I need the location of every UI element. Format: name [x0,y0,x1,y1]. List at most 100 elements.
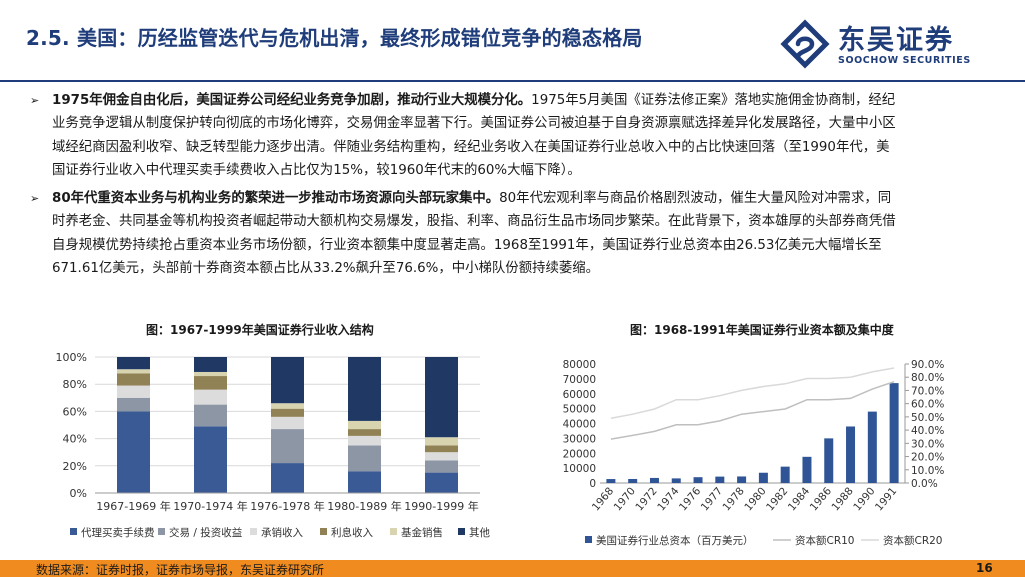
y-tick-label: 60% [63,405,87,418]
bullet-text-line: 80年代宏观利率与商品价格剧烈波动，催生大量风险对冲需求，同 [499,191,892,207]
bar [649,477,659,483]
bar [846,426,856,483]
arrow-right-icon: ➢ [30,192,40,206]
bullet-text-line: 域经纪商因盈利收窄、缺乏转型能力逐步出清。伴随业务结构重构，经纪业务收入在美国证… [52,139,890,155]
y-tick-label: 100% [56,351,87,364]
y-left-tick-label: 80000 [563,359,596,371]
x-tick-label: 1970-1974 年 [173,499,247,513]
bar-segment [194,426,227,493]
y-right-tick-label: 60.0% [911,399,944,411]
bullet-text-line: 时养老金、共同基金等机构投资者崛起带动大额机构交易爆发，股指、利率、商品衍生品市… [52,214,896,230]
title-divider [0,80,1025,82]
bar [693,477,703,483]
y-right-tick-label: 10.0% [911,465,944,477]
x-tick-label: 1967-1969 年 [96,499,170,513]
y-right-tick-label: 70.0% [911,385,944,397]
bullet-lead: 80年代重资本业务与机构业务的繁荣进一步推动市场资源向头部玩家集中。 [52,191,500,207]
bullet-text-line: 自身规模优势持续抢占重资本业务市场份额，行业资本额集中度显著走高。1968至19… [52,237,882,253]
y-right-tick-label: 90.0% [911,359,944,371]
arrow-right-icon: ➢ [30,94,40,107]
legend-label: 美国证券行业总资本（百万美元） [596,534,754,547]
bar-segment [425,460,458,473]
legend-label: 代理买卖手续费 [81,526,155,539]
bar-segment [194,389,227,405]
bar-segment [271,416,304,430]
bar-segment [117,411,150,493]
x-tick-label: 1982 [764,485,790,513]
legend-label: 承销收入 [261,526,303,539]
bullet-text-line: 671.61亿美元，头部前十券商资本额占比从33.2%飙升至76.6%，中小梯队… [52,261,600,277]
bar-segment [271,429,304,464]
bullet-text-line: 国证券行业收入中代理买卖手续费收入占比仅为15%，较1960年代末的60%大幅下… [52,162,581,178]
y-left-tick-label: 40000 [563,419,596,431]
x-tick-label: 1972 [633,485,659,513]
legend-label: 基金销售 [401,526,443,539]
y-left-tick-label: 60000 [563,389,596,401]
bar [780,466,790,483]
series-line [610,380,895,440]
legend-label: 交易 / 投资收益 [169,526,243,539]
left-figure-title: 图：1967-1999年美国证券行业收入结构 [146,323,374,337]
legend-swatch [158,528,165,535]
right-figure-title: 图：1968-1991年美国证券行业资本额及集中度 [630,323,894,337]
x-tick-label: 1978 [721,485,747,513]
bar [867,411,877,483]
bar-segment [348,435,381,446]
x-tick-label: 1991 [873,485,899,513]
bar-segment [425,437,458,446]
legend-swatch [458,528,465,535]
bar-segment [425,472,458,493]
x-tick-label: 1984 [786,485,813,513]
bar-segment [117,357,150,370]
y-tick-label: 80% [63,378,87,391]
bar-segment [194,376,227,390]
bar [737,476,747,483]
bar [715,476,725,483]
x-tick-label: 1977 [699,485,725,513]
y-left-tick-label: 70000 [563,374,596,386]
bar-segment [271,463,304,493]
series-line [610,367,895,419]
revenue-structure-chart: 0% 20% 40% 60% 80% 100% 1967-1969 年 1970-1974 年… [56,351,490,539]
bar-segment [194,404,227,427]
bar-segment [348,445,381,472]
y-tick-label: 0% [70,487,87,500]
bullet-list: ➢ 1975年佣金自由化后，美国证券公司经纪业务竞争加剧，推动行业大规模分化。1… [30,89,995,285]
y-left-tick-label: 50000 [563,404,596,416]
x-tick-label: 1990-1999 年 [404,499,478,513]
logo-english-name: SOOCHOW SECURITIES [838,55,971,66]
legend-swatch [585,536,592,543]
bar-segment [348,357,381,421]
bar [606,479,616,483]
bar [802,456,812,483]
bar-segment [348,429,381,436]
x-tick-label: 1988 [829,485,855,513]
bar-segment [117,369,150,374]
bar-segment [194,357,227,372]
x-tick-label: 1980 [742,485,768,513]
bar-segment [348,471,381,493]
bar [671,478,681,483]
x-tick-label: 1986 [808,485,835,513]
legend-label: 资本额CR10 [795,534,855,547]
y-left-tick-label: 30000 [563,433,596,445]
bar-segment [425,452,458,461]
y-right-tick-label: 40.0% [911,425,944,437]
y-right-tick-label: 30.0% [911,438,944,450]
y-left-tick-label: 10000 [563,463,596,475]
bar [758,472,768,483]
legend-label: 资本额CR20 [883,534,943,547]
legend-label: 其他收入 [469,526,490,539]
page-number: 16 [976,561,993,575]
x-tick-label: 1980-1989 年 [327,499,401,513]
legend-swatch [390,528,397,535]
y-right-tick-label: 50.0% [911,412,944,424]
x-tick-label: 1976-1978 年 [250,499,324,513]
bar-segment [194,371,227,377]
legend-swatch [70,528,77,535]
bullet-item: ➢ 1975年佣金自由化后，美国证券公司经纪业务竞争加剧，推动行业大规模分化。1… [30,89,995,182]
x-tick-label: 1970 [612,485,638,513]
legend-swatch [320,528,327,535]
bar [889,383,899,483]
y-tick-label: 20% [63,460,87,473]
